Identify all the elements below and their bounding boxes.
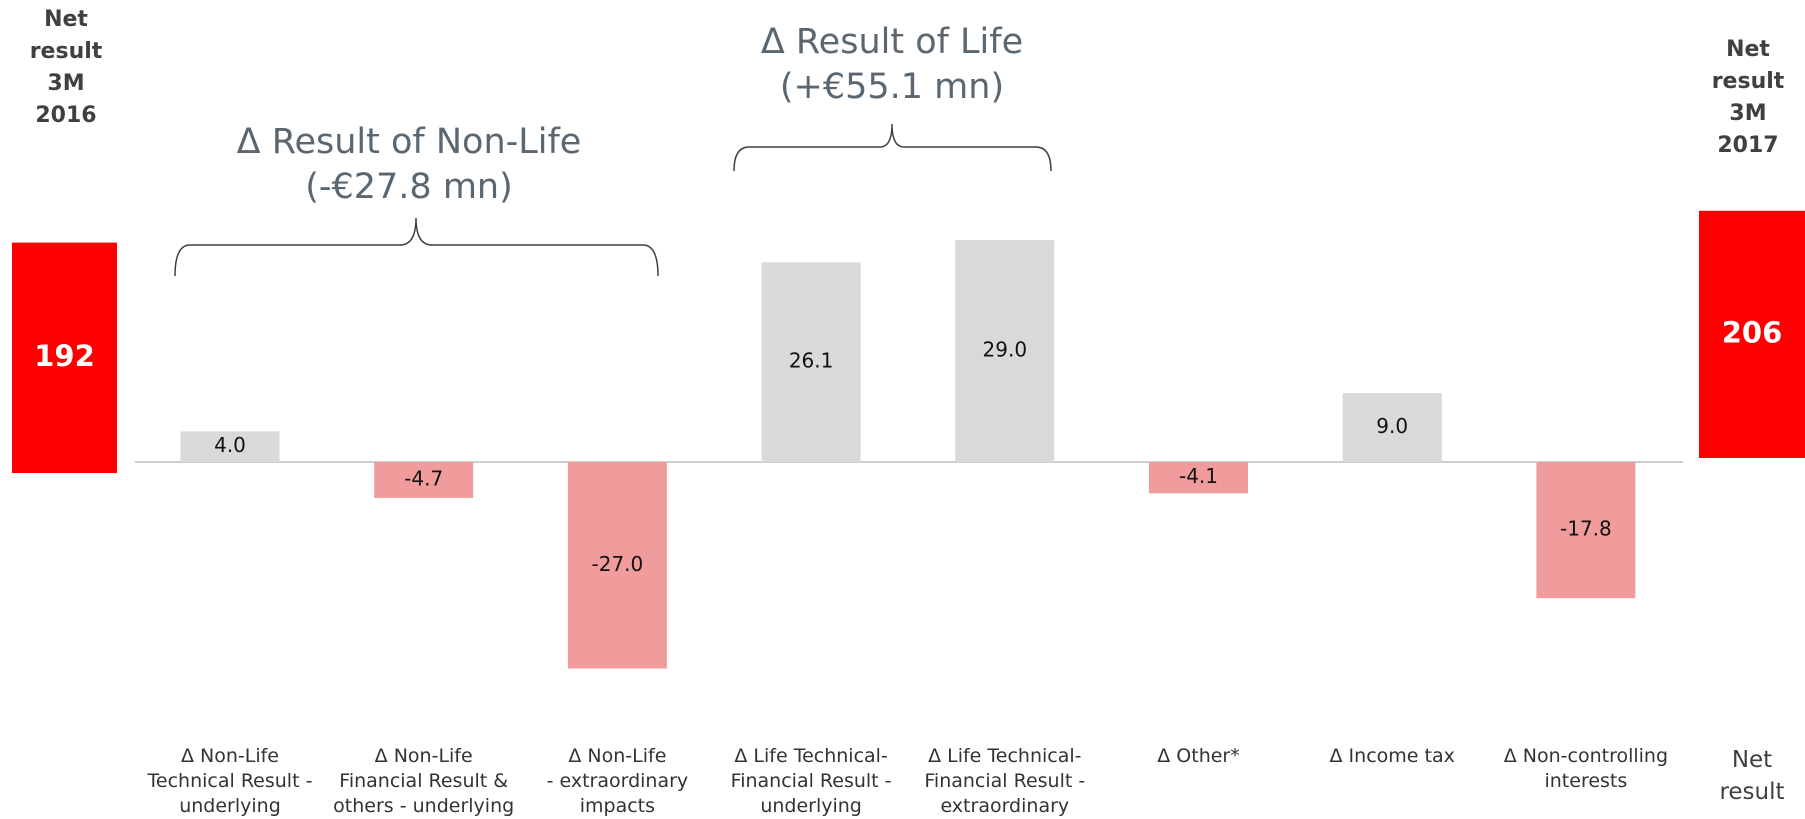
bracket	[733, 123, 1052, 172]
total-bar	[1699, 210, 1805, 458]
data-label: -17.8	[1560, 517, 1612, 541]
data-label: 9.0	[1376, 414, 1408, 438]
bracket	[174, 217, 659, 277]
data-label: -4.1	[1179, 464, 1218, 488]
x-tick-label: Δ Other*	[1157, 745, 1240, 767]
bar	[1342, 393, 1442, 462]
data-label: 29.0	[983, 338, 1028, 362]
end-category: Net result	[1719, 747, 1785, 805]
bar	[761, 262, 861, 462]
data-label: 26.1	[789, 349, 834, 373]
total-label: 206	[1722, 315, 1783, 349]
annotation: Δ Result of Non-Life (-€27.8 mn)	[236, 122, 582, 207]
bar	[374, 462, 474, 498]
bar	[1536, 462, 1636, 599]
bar	[567, 462, 667, 669]
annotation: Δ Result of Life (+€55.1 mn)	[760, 22, 1024, 107]
data-label: -27.0	[592, 552, 644, 576]
x-tick-label: Δ Non-Life - extraordinary impacts	[546, 745, 689, 817]
total-label: 192	[34, 339, 95, 373]
x-tick-label: Δ Non-Life Financial Result & others - u…	[333, 745, 515, 817]
x-tick-label: Δ Non-Life Technical Result - underlying	[147, 745, 313, 817]
x-tick-label: Δ Non-controlling interests	[1503, 745, 1669, 792]
data-label: 4.0	[214, 433, 246, 457]
x-tick-label: Δ Income tax	[1329, 745, 1455, 767]
start-label: Net result 3M 2016	[29, 7, 103, 128]
bar	[180, 431, 280, 462]
x-tick-label: Δ Life Technical- Financial Result - ext…	[924, 745, 1086, 817]
bar	[955, 240, 1055, 462]
x-tick-label: Δ Life Technical- Financial Result - und…	[730, 745, 892, 817]
end-label: Net result 3M 2017	[1711, 37, 1785, 158]
bar	[1149, 462, 1248, 494]
total-bar	[12, 242, 117, 473]
data-label: -4.7	[404, 466, 443, 490]
